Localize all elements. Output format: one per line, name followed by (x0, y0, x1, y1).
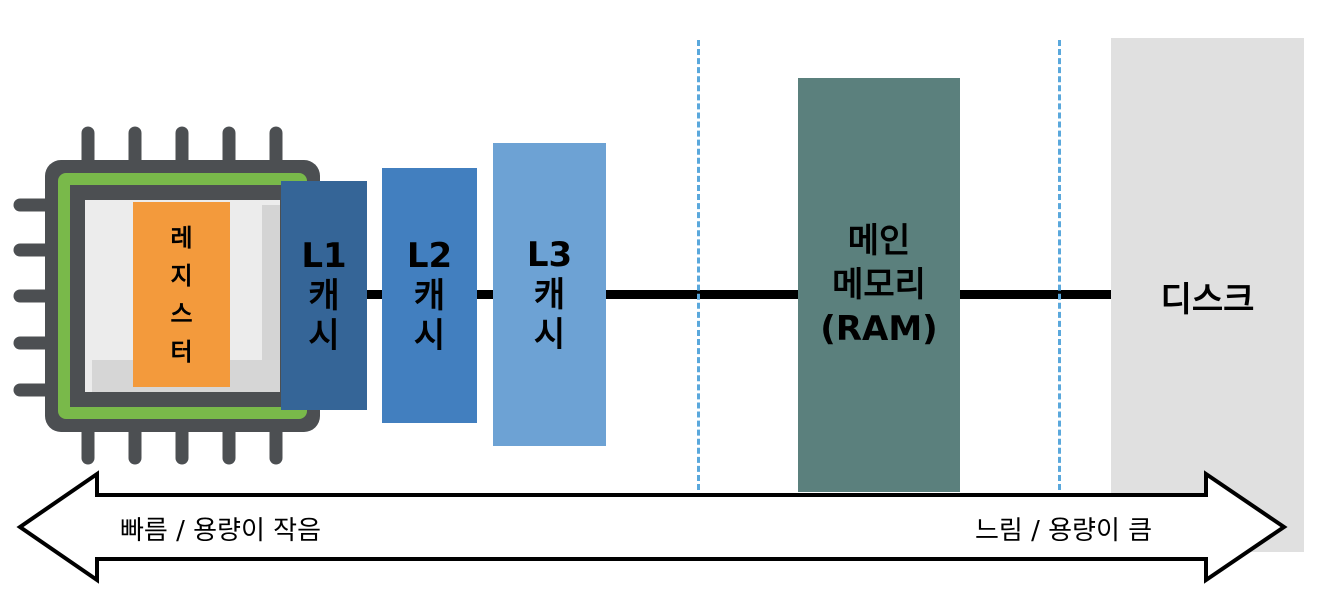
ram-line: 메인 (847, 221, 911, 261)
l1-cache-box: L1 캐 시 (281, 181, 367, 410)
disk-label: 디스크 (1160, 280, 1255, 320)
arrow-left-label: 빠름 / 용량이 작음 (120, 516, 321, 546)
divider-line (1058, 40, 1061, 490)
cache-char: 캐 (413, 275, 446, 316)
cache-char: 시 (533, 314, 566, 355)
l1-cache-label: L1 캐 시 (301, 236, 346, 356)
l3-cache-label: L3 캐 시 (527, 235, 572, 355)
ram-label: 메인 메모리 (RAM) (820, 219, 937, 351)
cache-name: L1 (301, 235, 347, 276)
register-char: 터 (170, 337, 193, 366)
ram-box: 메인 메모리 (RAM) (798, 78, 960, 492)
arrow-right-label: 느림 / 용량이 큼 (975, 516, 1153, 546)
bus-line (366, 290, 1112, 299)
ram-line: (RAM) (820, 309, 938, 349)
register-char: 지 (170, 261, 193, 290)
cache-char: 캐 (533, 274, 566, 315)
l2-cache-box: L2 캐 시 (382, 168, 477, 423)
register-label: 레 지 스 터 (170, 219, 192, 371)
cache-name: L2 (406, 235, 453, 276)
cache-name: L3 (526, 234, 573, 275)
cache-char: 캐 (308, 275, 340, 316)
register-box: 레 지 스 터 (133, 202, 230, 387)
cache-char: 시 (308, 315, 340, 356)
register-char: 스 (170, 299, 193, 328)
divider-line (697, 40, 700, 490)
disk-box (1111, 38, 1304, 552)
ram-line: 메모리 (832, 265, 926, 305)
register-char: 레 (170, 223, 193, 252)
l3-cache-box: L3 캐 시 (493, 143, 606, 446)
cache-char: 시 (413, 315, 446, 356)
l2-cache-label: L2 캐 시 (407, 236, 452, 356)
